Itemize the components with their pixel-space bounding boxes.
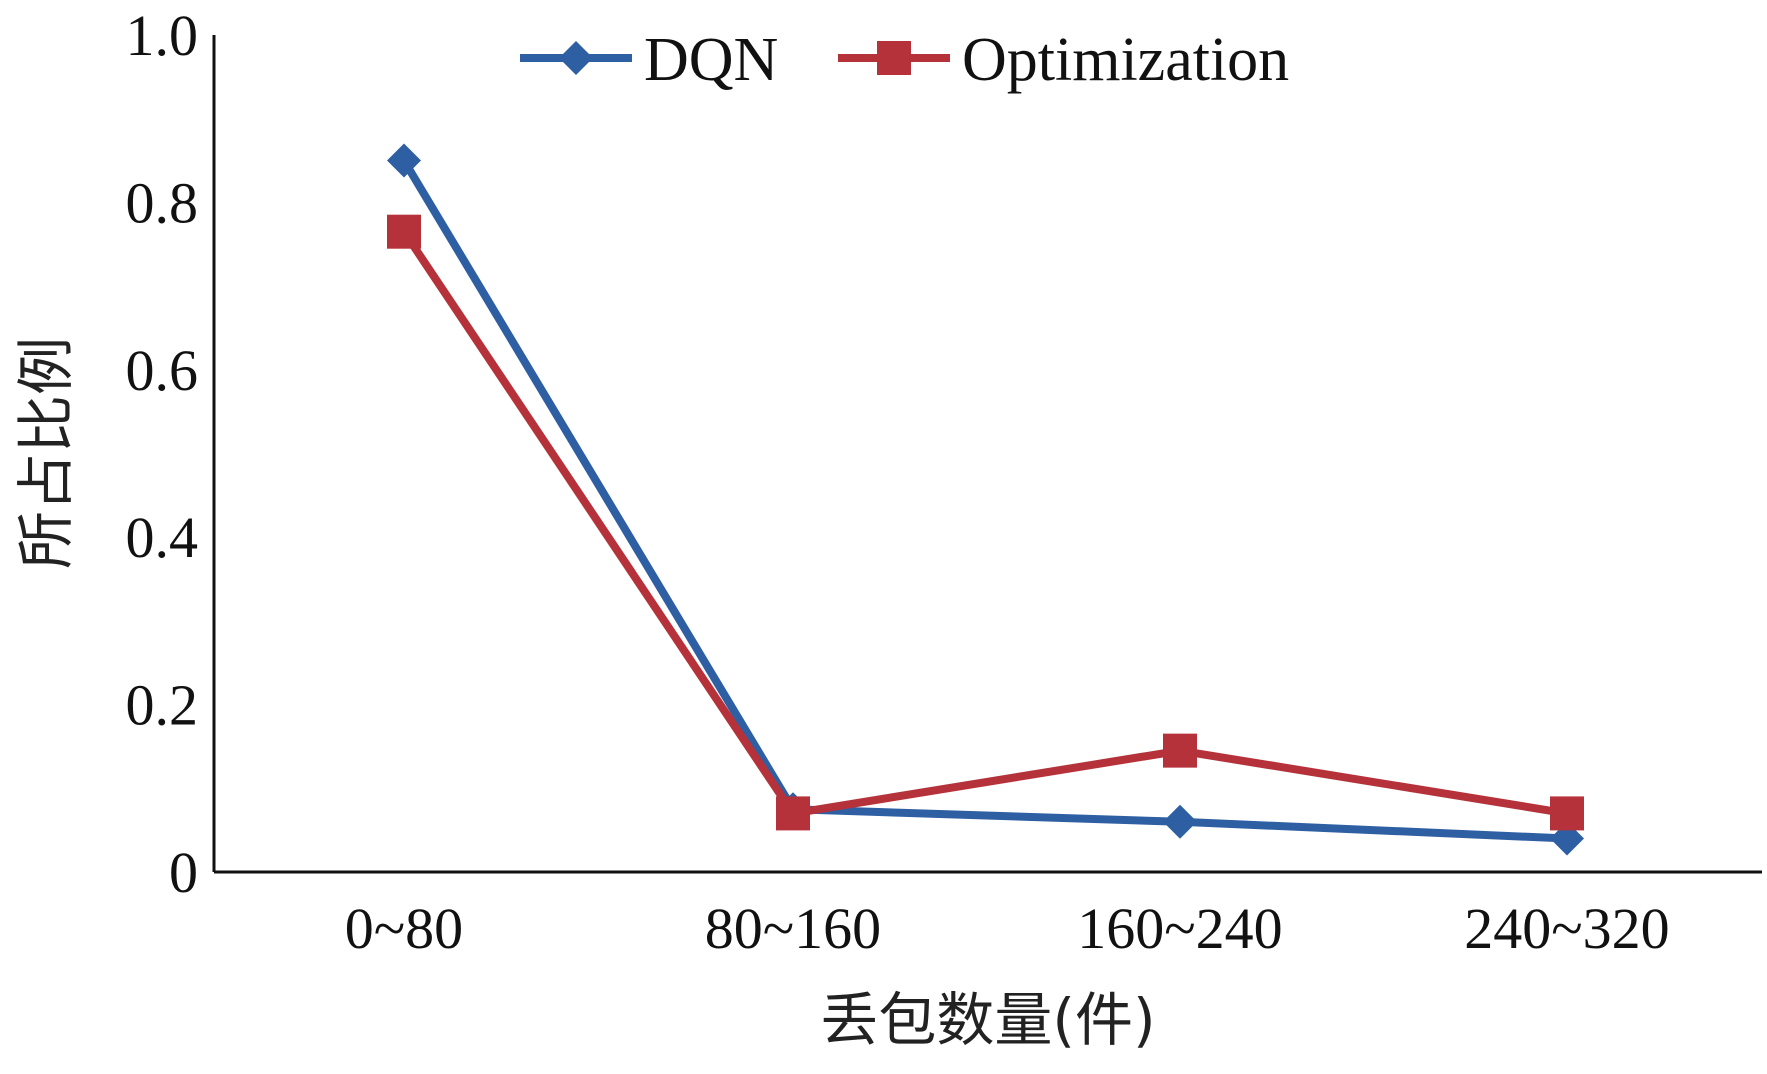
legend-label: Optimization xyxy=(962,26,1289,94)
series-layer xyxy=(387,143,1584,856)
x-tick-label: 80~160 xyxy=(705,896,881,961)
legend-marker xyxy=(877,41,911,75)
data-point xyxy=(387,143,421,178)
data-point xyxy=(1163,733,1197,768)
legend-item-dqn: DQN xyxy=(520,26,778,94)
y-tick-label: 0.2 xyxy=(126,673,199,738)
y-tick-label: 1.0 xyxy=(126,3,199,68)
legend-item-optimization: Optimization xyxy=(838,26,1289,94)
series-line xyxy=(400,229,1568,818)
y-tick-labels: 0 0.2 0.4 0.6 0.8 1.0 xyxy=(126,3,199,905)
data-point xyxy=(1163,804,1197,839)
x-axis-title: 丢包数量(件) xyxy=(820,986,1155,1054)
x-tick-label: 240~320 xyxy=(1464,896,1669,961)
x-tick-label: 0~80 xyxy=(345,896,463,961)
legend-marker xyxy=(559,41,593,75)
data-point xyxy=(1550,796,1584,831)
x-tick-label: 160~240 xyxy=(1077,896,1282,961)
y-tick-label: 0 xyxy=(169,840,198,905)
data-point xyxy=(387,214,421,249)
y-tick-label: 0.4 xyxy=(126,505,199,570)
y-tick-label: 0.8 xyxy=(126,170,199,235)
x-tick-labels: 0~80 80~160 160~240 240~320 xyxy=(345,896,1670,961)
y-axis-title: 所占比例 xyxy=(12,337,80,569)
series-line xyxy=(400,158,1568,843)
y-tick-label: 0.6 xyxy=(126,338,199,403)
legend-label: DQN xyxy=(644,26,778,94)
axes xyxy=(212,35,1762,874)
data-point xyxy=(776,796,810,831)
series-dqn xyxy=(387,143,1584,856)
legend: DQN Optimization xyxy=(520,26,1289,94)
series-optimization xyxy=(387,214,1584,831)
